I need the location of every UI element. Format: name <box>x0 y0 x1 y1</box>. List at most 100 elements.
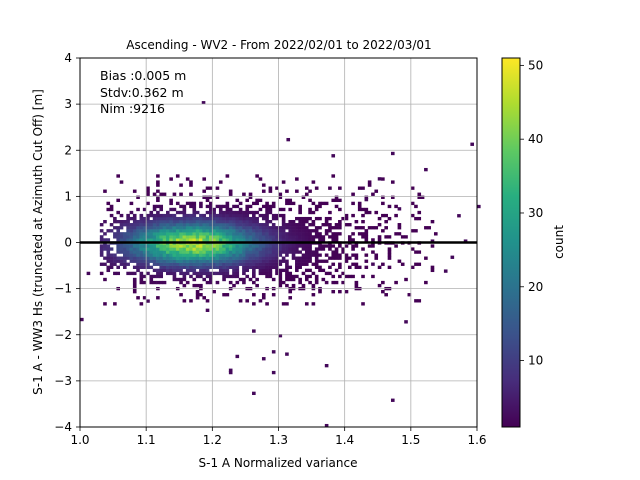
heatmap-cell <box>182 256 187 260</box>
heatmap-cell <box>261 216 266 221</box>
heatmap-cell <box>199 271 203 276</box>
heatmap-cell <box>304 232 309 236</box>
heatmap-cell <box>295 262 299 266</box>
heatmap-cell <box>166 271 170 276</box>
heatmap-cell <box>295 265 299 269</box>
heatmap-cell <box>318 259 322 263</box>
heatmap-cell <box>175 219 180 224</box>
heatmap-cell <box>116 256 120 260</box>
heatmap-cell <box>377 265 382 269</box>
heatmap-cell <box>119 235 124 239</box>
heatmap-cell <box>205 198 210 203</box>
heatmap-cell <box>202 189 207 193</box>
heatmap-cell <box>189 223 193 227</box>
heatmap-cell <box>288 201 293 206</box>
heatmap-cell <box>268 232 273 236</box>
heatmap-cell <box>225 207 230 212</box>
heatmap-cell <box>139 302 144 306</box>
heatmap-cell <box>212 216 216 221</box>
heatmap-cell <box>334 226 339 230</box>
heatmap-cell <box>235 262 240 266</box>
heatmap-cell <box>99 229 104 233</box>
heatmap-cell <box>238 299 243 303</box>
heatmap-cell <box>301 247 306 251</box>
heatmap-cell <box>218 265 223 269</box>
heatmap-cell <box>245 265 250 269</box>
heatmap-cell <box>113 235 117 239</box>
heatmap-cell <box>169 219 173 224</box>
heatmap-cell <box>347 235 352 239</box>
heatmap-cell <box>149 256 154 260</box>
heatmap-cell <box>218 271 223 276</box>
heatmap-cell <box>318 253 322 257</box>
heatmap-cell <box>351 213 355 218</box>
heatmap-cell <box>271 204 276 209</box>
heatmap-cell <box>222 216 226 221</box>
heatmap-cell <box>209 250 213 254</box>
heatmap-cell <box>252 262 256 266</box>
heatmap-cell <box>298 250 302 254</box>
heatmap-cell <box>192 253 197 257</box>
heatmap-cell <box>397 232 402 236</box>
heatmap-cell <box>232 223 236 227</box>
heatmap-cell <box>252 223 256 227</box>
heatmap-cell <box>222 274 226 279</box>
heatmap-cell <box>414 216 418 221</box>
heatmap-cell <box>275 244 279 248</box>
heatmap-cell <box>252 235 256 239</box>
heatmap-cell <box>212 238 216 242</box>
heatmap-cell <box>248 244 253 248</box>
heatmap-cell <box>245 274 250 279</box>
heatmap-cell <box>132 265 137 269</box>
heatmap-cell <box>268 265 273 269</box>
heatmap-cell <box>189 250 193 254</box>
heatmap-cell <box>384 213 388 218</box>
heatmap-cell <box>248 226 253 230</box>
heatmap-cell <box>106 238 111 242</box>
heatmap-cell <box>182 213 187 218</box>
heatmap-cell <box>202 223 207 227</box>
heatmap-cell <box>252 244 256 248</box>
heatmap-cell <box>308 259 312 263</box>
heatmap-cell <box>265 271 269 276</box>
heatmap-cell <box>228 256 233 260</box>
heatmap-cell <box>166 253 170 257</box>
heatmap-cell <box>235 265 240 269</box>
heatmap-cell <box>182 235 187 239</box>
heatmap-cell <box>245 213 250 218</box>
heatmap-cell <box>146 223 150 227</box>
heatmap-cell <box>146 229 150 233</box>
heatmap-cell <box>225 219 230 224</box>
heatmap-cell <box>166 216 170 221</box>
heatmap-cell <box>202 177 207 181</box>
heatmap-cell <box>185 219 190 224</box>
heatmap-cell <box>169 198 173 203</box>
heatmap-cell <box>212 213 216 218</box>
heatmap-cell <box>321 238 326 242</box>
heatmap-cell <box>156 204 160 209</box>
heatmap-cell <box>387 265 392 269</box>
heatmap-cell <box>123 250 127 254</box>
heatmap-cell <box>338 265 342 269</box>
y-tick-label: −4 <box>54 420 72 434</box>
outlier-cell <box>86 271 91 276</box>
heatmap-cell <box>265 207 269 212</box>
heatmap-cell <box>182 244 187 248</box>
heatmap-cell <box>275 226 279 230</box>
heatmap-cell <box>268 244 273 248</box>
heatmap-cell <box>132 232 137 236</box>
heatmap-cell <box>301 232 306 236</box>
heatmap-cell <box>291 256 296 260</box>
heatmap-cell <box>225 274 230 279</box>
heatmap-cell <box>328 226 332 230</box>
heatmap-cell <box>291 235 296 239</box>
heatmap-cell <box>132 253 137 257</box>
heatmap-cell <box>381 195 385 199</box>
heatmap-cell <box>298 223 302 227</box>
heatmap-cell <box>132 219 137 224</box>
heatmap-cell <box>265 256 269 260</box>
heatmap-cell <box>321 244 326 248</box>
heatmap-cell <box>129 226 134 230</box>
heatmap-cell <box>185 259 190 263</box>
heatmap-cell <box>132 229 137 233</box>
